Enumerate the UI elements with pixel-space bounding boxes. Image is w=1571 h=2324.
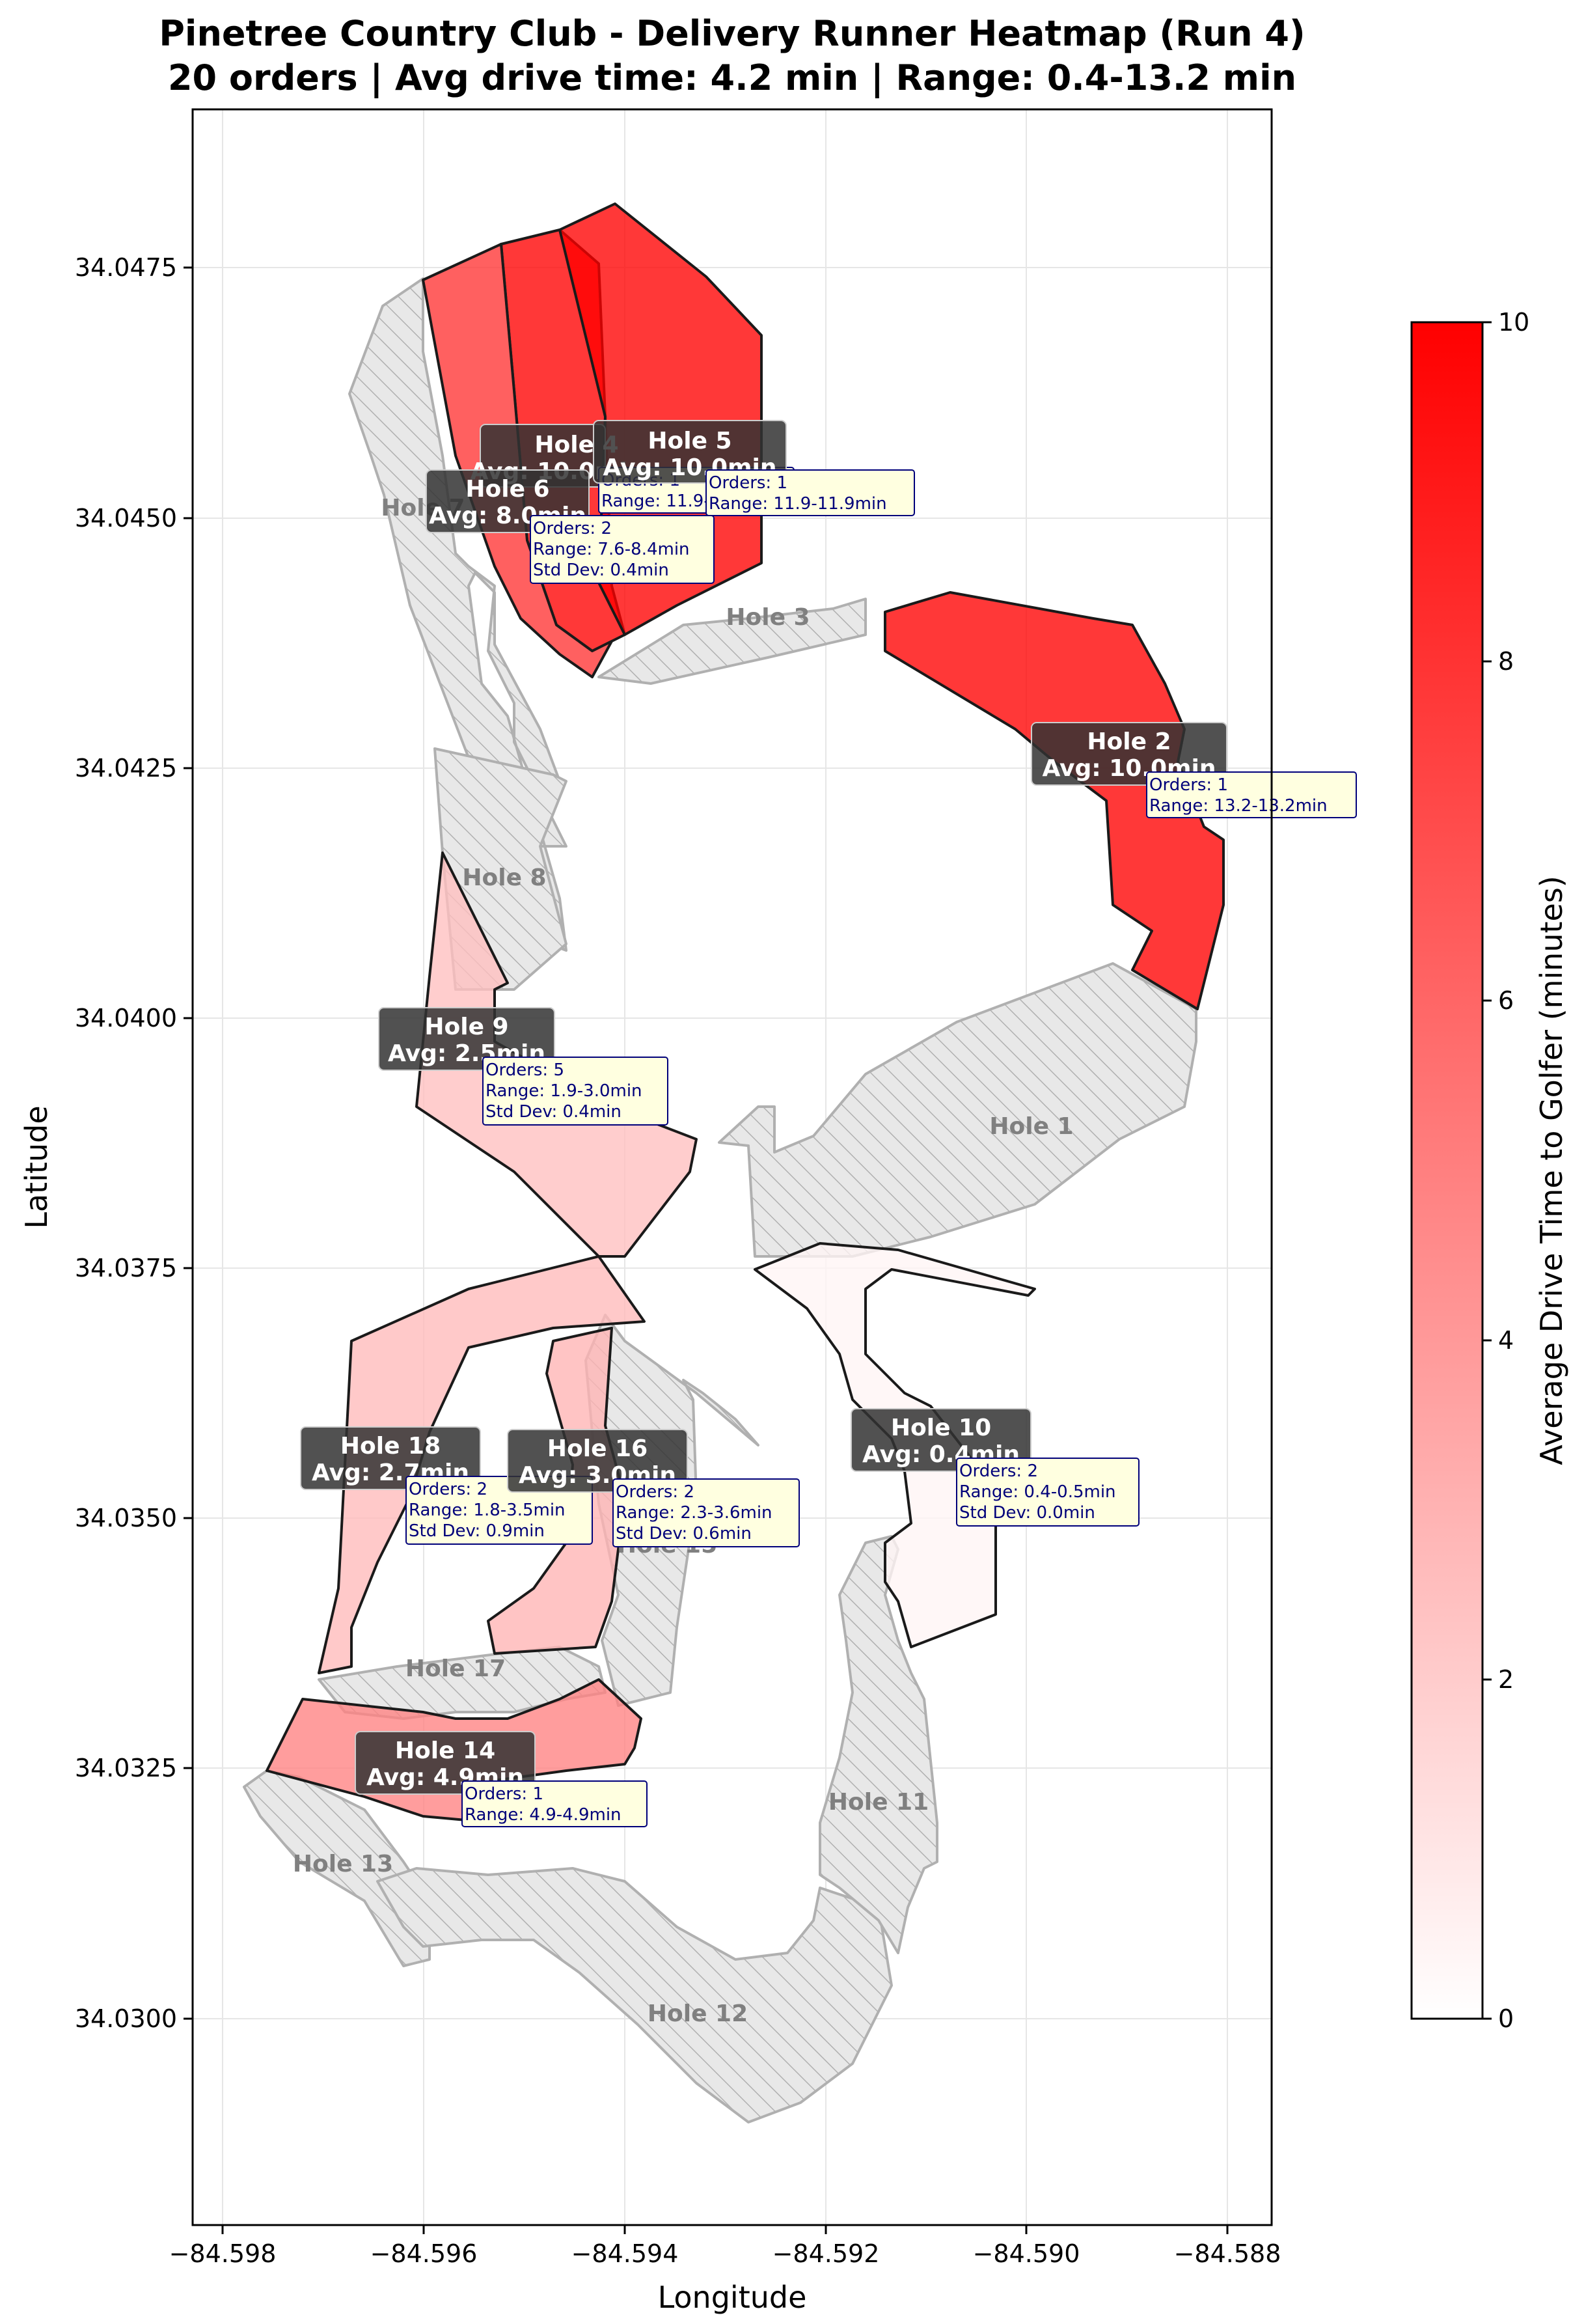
hole-9-polygon (415, 851, 698, 1258)
stat-line-hole-18-0: Orders: 2 (409, 1480, 487, 1499)
stat-line-hole-5-0: Orders: 1 (709, 473, 787, 493)
holes-without-orders (243, 277, 1197, 2123)
stat-line-hole-10-1: Range: 0.4-0.5min (959, 1482, 1116, 1502)
tag-title-hole-6: Hole 6 (465, 476, 549, 503)
stat-line-hole-18-1: Range: 1.8-3.5min (409, 1501, 566, 1520)
tag-box-hole-10 (851, 1408, 1031, 1472)
stat-line-hole-16-0: Orders: 2 (616, 1482, 694, 1502)
tag-title-hole-2: Hole 2 (1087, 728, 1171, 755)
cb-tick-label-5: 10 (1498, 308, 1529, 337)
stat-box-hole-10 (956, 1458, 1140, 1527)
hole-annotations: Hole 4 Avg: 10.0min Orders: 1 Range: 11.… (300, 420, 1357, 1827)
tag-box-hole-9 (378, 1007, 555, 1071)
cb-tick-label-3: 6 (1498, 986, 1514, 1015)
y-tick-label-4: 34.0400 (75, 1004, 177, 1032)
label-hole-13: Hole 13 (293, 1851, 393, 1877)
annotation-hole-2: Hole 2 Avg: 10.0min Orders: 1 Range: 13.… (1031, 722, 1357, 818)
stat-line-hole-2-0: Orders: 1 (1149, 775, 1228, 795)
y-tick-label-6: 34.0450 (75, 504, 177, 533)
stat-line-hole-16-1: Range: 2.3-3.6min (616, 1503, 772, 1523)
stat-line-hole-9-0: Orders: 5 (485, 1060, 564, 1080)
x-tick-label-4: −84.590 (973, 2239, 1080, 2268)
y-axis: 34.0300 34.0325 34.0350 34.0375 34.0400 … (19, 253, 193, 2033)
stat-line-hole-6-0: Orders: 2 (533, 519, 612, 538)
colorbar: 0 2 4 6 8 10 Average Drive Time to Golfe… (1410, 308, 1569, 2033)
annotation-hole-10: Hole 10 Avg: 0.4min Orders: 2 Range: 0.4… (851, 1408, 1140, 1527)
stat-line-hole-2-1: Range: 13.2-13.2min (1149, 796, 1328, 816)
x-tick-label-2: −84.594 (571, 2239, 679, 2268)
tag-title-hole-9: Hole 9 (424, 1014, 508, 1040)
cb-tick-label-0: 0 (1498, 2004, 1514, 2033)
stat-line-hole-10-0: Orders: 2 (959, 1461, 1038, 1481)
label-hole-17: Hole 17 (405, 1655, 506, 1682)
stat-line-hole-6-2: Std Dev: 0.4min (533, 560, 669, 580)
cb-tick-label-1: 2 (1498, 1665, 1514, 1694)
stat-line-hole-16-2: Std Dev: 0.6min (616, 1524, 752, 1543)
label-hole-1: Hole 1 (989, 1113, 1073, 1140)
y-tick-label-0: 34.0300 (75, 2004, 177, 2033)
tag-box-hole-18 (300, 1426, 481, 1490)
y-tick-label-7: 34.0475 (75, 253, 177, 282)
y-tick-label-2: 34.0350 (75, 1504, 177, 1532)
tag-title-hole-16: Hole 16 (547, 1435, 648, 1462)
tag-box-hole-16 (507, 1429, 688, 1493)
tag-title-hole-10: Hole 10 (891, 1415, 991, 1441)
tag-box-hole-5 (593, 420, 787, 484)
label-hole-12: Hole 12 (648, 2000, 748, 2027)
stat-box-hole-16 (612, 1478, 800, 1547)
y-tick-label-1: 34.0325 (75, 1754, 177, 1782)
y-tick-label-5: 34.0425 (75, 754, 177, 782)
stat-line-hole-10-2: Std Dev: 0.0min (959, 1503, 1095, 1523)
tag-box-hole-14 (355, 1731, 536, 1795)
y-axis-label: Latitude (19, 1105, 54, 1228)
annotation-hole-18: Hole 18 Avg: 2.7min Orders: 2 Range: 1.8… (300, 1426, 593, 1545)
stat-line-hole-5-1: Range: 11.9-11.9min (709, 494, 887, 514)
label-hole-11: Hole 11 (828, 1789, 929, 1816)
stat-line-hole-18-2: Std Dev: 0.9min (409, 1521, 545, 1541)
stat-box-hole-18 (405, 1476, 593, 1545)
stat-line-hole-9-1: Range: 1.9-3.0min (485, 1081, 642, 1101)
x-tick-label-1: −84.596 (370, 2239, 478, 2268)
stat-box-hole-6 (530, 515, 715, 584)
label-hole-3: Hole 3 (726, 604, 810, 631)
annotation-hole-16: Hole 16 Avg: 3.0min Orders: 2 Range: 2.3… (507, 1429, 800, 1547)
x-tick-label-5: −84.588 (1174, 2239, 1281, 2268)
y-tick-label-3: 34.0375 (75, 1254, 177, 1282)
label-hole-8: Hole 8 (462, 865, 546, 891)
grey-hole-labels: Hole 1 Hole 3 Hole 7 Hole 8 Hole 11 Hole… (293, 495, 1074, 2027)
annotation-hole-9: Hole 9 Avg: 2.5min Orders: 5 Range: 1.9-… (378, 1007, 668, 1126)
x-tick-label-0: −84.598 (169, 2239, 277, 2268)
hole-3-polygon (597, 598, 867, 685)
x-axis-label: Longitude (658, 2280, 807, 2315)
tag-box-hole-2 (1031, 722, 1227, 786)
annotation-hole-14: Hole 14 Avg: 4.9min Orders: 1 Range: 4.9… (355, 1731, 648, 1827)
chart-title-line1: Pinetree Country Club - Delivery Runner … (159, 13, 1305, 54)
x-tick-label-3: −84.592 (772, 2239, 880, 2268)
stat-line-hole-14-0: Orders: 1 (465, 1784, 543, 1804)
cb-tick-label-2: 4 (1498, 1326, 1514, 1355)
stat-box-hole-2 (1146, 771, 1357, 818)
colorbar-label: Average Drive Time to Golfer (minutes) (1534, 876, 1569, 1465)
hole-12-polygon (376, 1867, 893, 2123)
stat-box-hole-14 (461, 1780, 648, 1827)
stat-box-hole-5 (705, 469, 915, 516)
annotation-hole-5: Hole 5 Avg: 10.0min Orders: 1 Range: 11.… (593, 420, 915, 516)
cb-tick-label-4: 8 (1498, 647, 1514, 676)
x-axis: −84.598 −84.596 −84.594 −84.592 −84.590 … (169, 2225, 1281, 2315)
axes-frame (191, 108, 1273, 2226)
tag-title-hole-5: Hole 5 (648, 428, 731, 454)
stat-line-hole-6-1: Range: 7.6-8.4min (533, 540, 690, 559)
tag-title-hole-18: Hole 18 (340, 1433, 441, 1459)
annotation-hole-6: Hole 6 Avg: 8.0min Orders: 2 Range: 7.6-… (426, 469, 715, 584)
tag-title-hole-14: Hole 14 (395, 1737, 495, 1764)
hole-13-polygon (243, 1769, 431, 1967)
colorbar-gradient (1410, 321, 1484, 2020)
stat-box-hole-9 (482, 1057, 668, 1126)
stat-line-hole-14-1: Range: 4.9-4.9min (465, 1805, 622, 1825)
stat-line-hole-9-2: Std Dev: 0.4min (485, 1102, 622, 1122)
chart-title-line2: 20 orders | Avg drive time: 4.2 min | Ra… (168, 57, 1296, 98)
